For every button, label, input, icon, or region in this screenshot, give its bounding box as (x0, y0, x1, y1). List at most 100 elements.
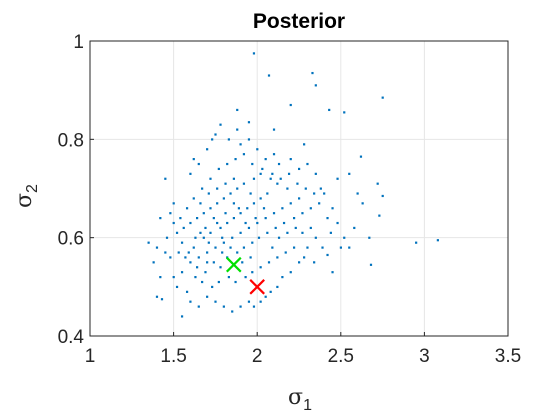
sample-point (259, 172, 262, 175)
sample-point (216, 221, 219, 225)
sample-point (266, 231, 269, 234)
sample-point (246, 207, 249, 210)
sample-point (239, 305, 242, 308)
sample-point (216, 187, 219, 190)
y-axis-label: σ2 (12, 184, 41, 208)
sample-point (329, 231, 332, 234)
sample-point (274, 226, 277, 230)
sample-point (239, 212, 242, 215)
sample-point (314, 84, 317, 87)
sample-point (247, 300, 251, 303)
x-axis-label: σ1 (288, 385, 312, 414)
sample-point (251, 241, 254, 244)
sample-point (222, 305, 225, 308)
sample-point (314, 236, 317, 239)
sample-point (264, 158, 267, 161)
x-tick-label: 1 (85, 346, 96, 367)
chart-title: Posterior (253, 10, 345, 33)
sample-point (436, 239, 439, 242)
sample-point (209, 207, 212, 210)
x-axis-label-subscript: 1 (303, 397, 312, 414)
sample-point (192, 197, 195, 200)
sample-point (267, 261, 271, 264)
sample-point (202, 236, 205, 239)
sample-point (378, 214, 381, 217)
sample-point (147, 241, 150, 244)
sample-point (336, 221, 339, 225)
sample-point (353, 226, 356, 230)
sample-point (281, 276, 284, 279)
sample-point (207, 192, 210, 195)
sample-point (287, 172, 291, 175)
sample-point (284, 251, 287, 254)
sample-point (184, 256, 187, 259)
sample-point (217, 167, 220, 171)
y-axis: 0.4 0.6 0.8 1 (58, 32, 94, 348)
sample-point (201, 280, 204, 284)
sample-point (348, 246, 351, 249)
sample-point (221, 236, 224, 239)
sample-point (252, 177, 256, 180)
sample-point (303, 256, 306, 259)
sample-point (172, 276, 175, 279)
sample-point (266, 192, 269, 195)
sample-point (256, 221, 259, 225)
sample-point (202, 212, 205, 215)
x-tick-label: 1.5 (160, 346, 186, 367)
sample-point (204, 226, 207, 230)
sample-point (209, 231, 212, 234)
sample-point (301, 212, 304, 215)
sample-point (211, 285, 214, 289)
y-tick-label: 0.6 (58, 229, 84, 250)
sample-point (224, 212, 227, 215)
sample-point (180, 271, 184, 274)
sample-point (276, 256, 279, 259)
sample-point (298, 261, 301, 264)
sample-point (323, 192, 326, 195)
sample-point (234, 158, 237, 161)
sample-point (179, 217, 182, 220)
sample-point (376, 182, 379, 185)
sample-point (318, 202, 321, 205)
sample-point (267, 74, 271, 77)
sample-point (313, 192, 316, 195)
sample-point (207, 241, 210, 244)
sample-point (180, 315, 184, 318)
sample-point (272, 153, 276, 156)
sample-point (252, 202, 256, 205)
sample-point (197, 256, 200, 259)
sample-point (224, 182, 227, 185)
sample-point (259, 266, 262, 269)
sample-point (331, 207, 334, 210)
sample-point (204, 271, 207, 274)
sample-point (251, 271, 254, 274)
true-value-x-marker (249, 279, 265, 295)
y-axis-label-subscript: 2 (24, 184, 41, 193)
sample-point (201, 187, 204, 190)
sample-point (206, 251, 209, 254)
x-tick-label: 3 (419, 346, 430, 367)
sample-point (187, 251, 190, 254)
sample-point (311, 71, 314, 75)
sample-point (160, 298, 164, 301)
sample-point (197, 305, 200, 308)
sample-point (199, 231, 202, 234)
sample-point (214, 300, 217, 303)
sample-point (189, 172, 192, 175)
sample-point (269, 177, 272, 180)
sample-point (271, 172, 274, 175)
sample-point (313, 261, 316, 264)
sample-point (155, 295, 159, 298)
sample-point (221, 251, 224, 254)
sample-point (165, 236, 169, 239)
sample-point (164, 251, 167, 254)
sample-point (281, 207, 284, 210)
sample-point (194, 236, 197, 239)
sample-point (177, 251, 180, 254)
sample-point (192, 246, 195, 249)
sample-point (259, 197, 262, 200)
sample-point (279, 177, 282, 180)
sample-point (296, 182, 299, 185)
sample-point (331, 271, 334, 274)
sample-point (343, 236, 346, 239)
